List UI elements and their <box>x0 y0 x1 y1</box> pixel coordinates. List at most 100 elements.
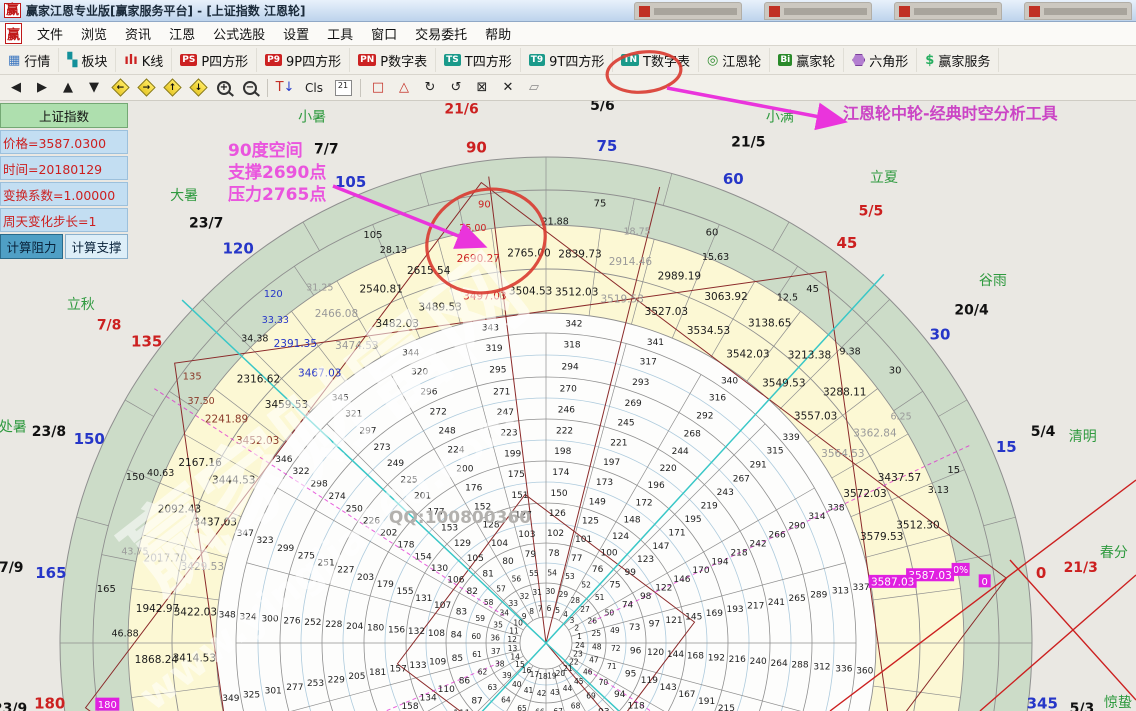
toolbar-button-0[interactable]: ▦ 行情 <box>0 48 60 72</box>
svg-text:109: 109 <box>429 658 446 668</box>
triangle-tool-icon[interactable]: △ <box>399 80 409 95</box>
svg-text:181: 181 <box>369 668 386 678</box>
svg-text:21/6: 21/6 <box>444 102 478 118</box>
toolbar-button-7[interactable]: T9 9T四方形 <box>521 48 614 72</box>
calc-resistance-button[interactable]: 计算阻力 <box>0 234 63 259</box>
flag-up-icon[interactable]: ▲ <box>63 80 73 95</box>
svg-text:12: 12 <box>507 635 517 644</box>
menubar: 赢 文件 浏览 资讯 江恩 公式选股 设置 工具 窗口 交易委托 帮助 <box>0 22 1136 46</box>
rotate-cw-icon[interactable]: ↻ <box>424 80 436 95</box>
toolbar-button-11[interactable]: 六角形 <box>844 48 918 72</box>
background-window-tab[interactable] <box>894 2 1002 20</box>
calc-support-button[interactable]: 计算支撑 <box>65 234 128 259</box>
svg-text:102: 102 <box>547 529 564 539</box>
svg-text:218: 218 <box>730 548 747 558</box>
toolbar-button-1[interactable]: ▚ 板块 <box>59 48 117 72</box>
menu-item-0[interactable]: 文件 <box>37 28 64 43</box>
menu-item-7[interactable]: 窗口 <box>371 28 398 43</box>
cls-button[interactable]: Cls <box>305 80 323 95</box>
fit-box-icon[interactable]: ⊠ <box>476 80 488 95</box>
toolbar-button-5[interactable]: PN P数字表 <box>350 48 437 72</box>
svg-text:191: 191 <box>698 697 715 707</box>
svg-text:346: 346 <box>275 455 292 465</box>
svg-text:14: 14 <box>510 652 520 661</box>
rect-tool-icon[interactable]: □ <box>371 80 385 95</box>
background-window-tab[interactable] <box>634 2 742 20</box>
svg-text:23/9: 23/9 <box>0 701 27 711</box>
winner-wheel-icon: Bi <box>778 54 793 66</box>
svg-text:2092.43: 2092.43 <box>158 504 201 516</box>
svg-text:229: 229 <box>328 675 345 685</box>
toolbar-button-6[interactable]: TS T四方形 <box>436 48 521 72</box>
svg-text:3557.03: 3557.03 <box>794 411 837 423</box>
step-up-icon[interactable]: ↑ <box>160 77 184 99</box>
svg-text:8: 8 <box>529 607 534 616</box>
menu-item-4[interactable]: 公式选股 <box>213 28 266 43</box>
toolbar-button-8[interactable]: TN T数字表 <box>613 48 699 72</box>
svg-text:26: 26 <box>587 616 597 625</box>
menu-item-6[interactable]: 工具 <box>327 28 354 43</box>
menu-item-1[interactable]: 浏览 <box>81 28 108 43</box>
step-down-icon[interactable]: ↓ <box>186 77 210 99</box>
measure-icon[interactable]: T ↓ <box>275 80 295 95</box>
svg-text:289: 289 <box>810 590 827 600</box>
svg-text:118: 118 <box>628 702 645 711</box>
index-name: 上证指数 <box>0 103 128 128</box>
svg-text:177: 177 <box>427 508 444 518</box>
toolbar-button-10[interactable]: Bi 赢家轮 <box>770 48 845 72</box>
shrink-icon[interactable]: ✕ <box>502 80 514 95</box>
toolbar-button-3[interactable]: PS P四方形 <box>172 48 258 72</box>
calendar-icon[interactable]: 21 <box>331 77 355 99</box>
menu-item-2[interactable]: 资讯 <box>125 28 152 43</box>
nav-next-icon[interactable]: ▶ <box>37 80 47 95</box>
svg-text:24: 24 <box>575 641 585 650</box>
toolbar-button-12[interactable]: $ 赢家服务 <box>917 48 1000 72</box>
svg-text:3489.53: 3489.53 <box>418 301 461 313</box>
svg-text:5/3: 5/3 <box>1070 701 1095 711</box>
toolbar-button-4[interactable]: P9 9P四方形 <box>257 48 351 72</box>
svg-text:47: 47 <box>589 655 599 664</box>
tab-title-blur <box>654 7 737 15</box>
svg-text:201: 201 <box>414 491 431 501</box>
svg-text:348: 348 <box>219 611 236 621</box>
svg-text:225: 225 <box>400 475 417 485</box>
svg-text:43: 43 <box>550 688 560 697</box>
svg-text:337: 337 <box>853 583 870 593</box>
svg-text:9.38: 9.38 <box>840 346 861 357</box>
svg-text:处暑: 处暑 <box>0 420 27 436</box>
menu-item-9[interactable]: 帮助 <box>485 28 512 43</box>
svg-text:132: 132 <box>408 627 425 637</box>
svg-text:75: 75 <box>609 581 620 591</box>
toolbar-button-9[interactable]: ◎ 江恩轮 <box>699 48 771 72</box>
svg-text:217: 217 <box>747 602 764 612</box>
svg-text:2989.19: 2989.19 <box>658 271 701 283</box>
svg-text:3512.30: 3512.30 <box>896 520 939 532</box>
toolbar-button-label: P四方形 <box>201 54 249 70</box>
step-right-icon[interactable]: → <box>134 77 158 99</box>
menu-item-3[interactable]: 江恩 <box>169 28 196 43</box>
zoom-out-icon[interactable]: − <box>238 77 262 99</box>
flag-down-icon[interactable]: ▼ <box>89 80 99 95</box>
panel-row-1: 时间=20180129 <box>0 156 128 180</box>
rotate-ccw-icon[interactable]: ↺ <box>450 80 462 95</box>
menu-item-5[interactable]: 设置 <box>283 28 310 43</box>
background-window-tabs <box>634 2 1132 20</box>
svg-text:78: 78 <box>548 549 560 559</box>
svg-text:244: 244 <box>672 447 689 457</box>
blocks-icon: ▚ <box>67 52 78 68</box>
nav-prev-icon[interactable]: ◀ <box>11 80 21 95</box>
svg-text:3564.53: 3564.53 <box>821 448 864 460</box>
svg-text:春分: 春分 <box>1100 545 1128 561</box>
zoom-in-icon[interactable]: + <box>212 77 236 99</box>
background-window-tab[interactable] <box>1024 2 1132 20</box>
step-left-icon[interactable]: ← <box>108 77 132 99</box>
menu-item-8[interactable]: 交易委托 <box>415 28 468 43</box>
svg-text:267: 267 <box>733 475 750 485</box>
toolbar-button-2[interactable]: ılı K线 <box>116 48 173 72</box>
svg-text:345: 345 <box>1027 694 1058 711</box>
background-window-tab[interactable] <box>764 2 872 20</box>
svg-text:253: 253 <box>307 679 324 689</box>
screen-icon[interactable]: ▱ <box>529 80 539 95</box>
svg-text:45: 45 <box>836 234 857 252</box>
